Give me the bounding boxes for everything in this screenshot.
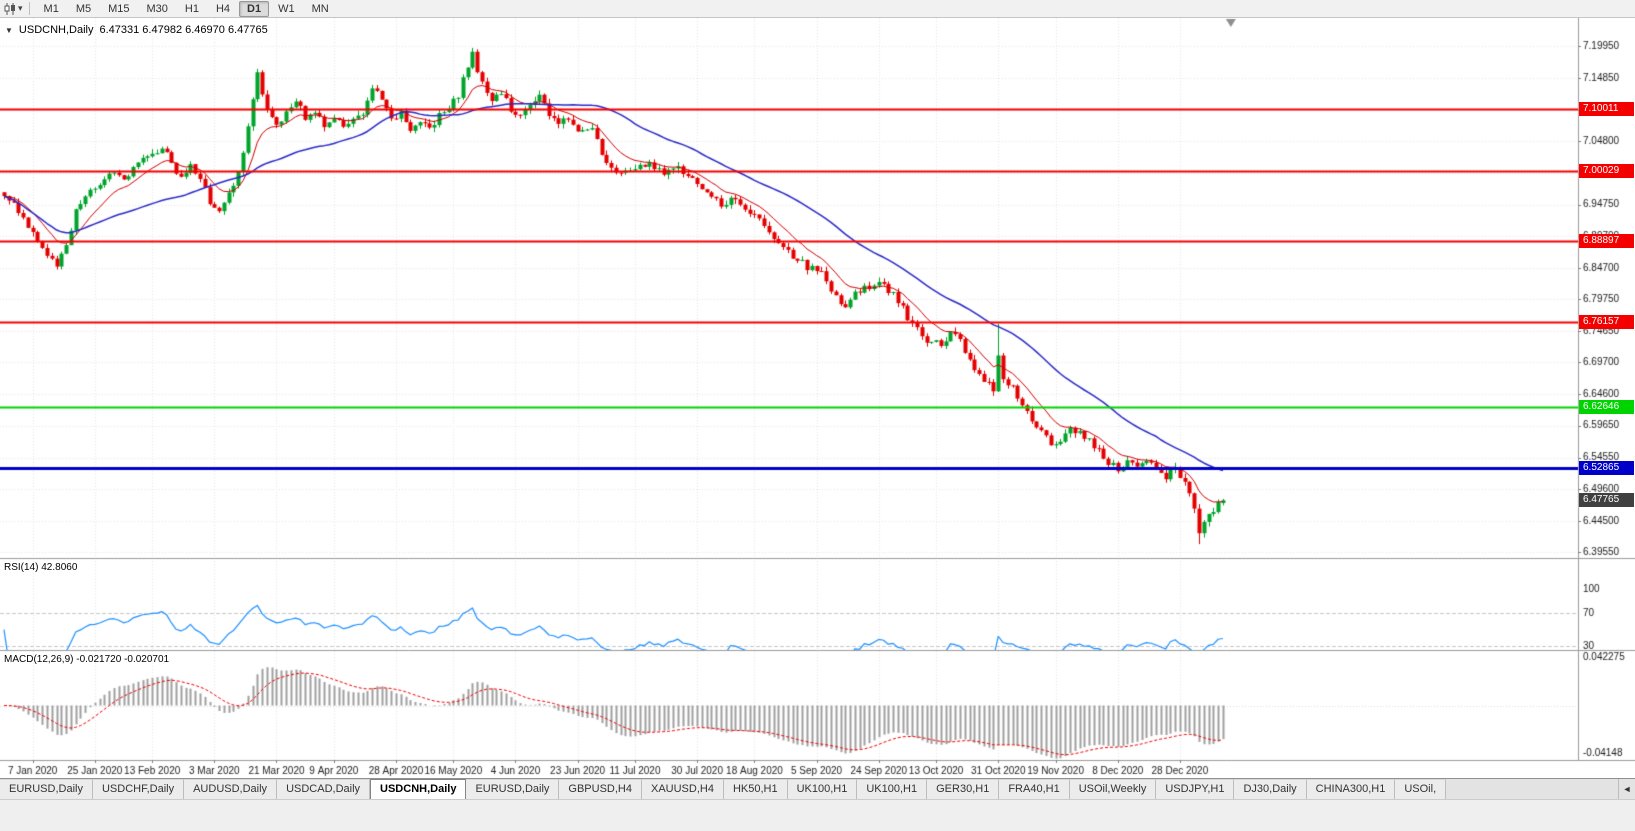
chart-tab-17[interactable]: USOil,: [1395, 779, 1447, 799]
timeframe-button-m30[interactable]: M30: [146, 2, 168, 15]
chart-title: ▼ USDCNH,Daily 6.47331 6.47982 6.46970 6…: [5, 24, 268, 36]
chart-region: ▼ USDCNH,Daily 6.47331 6.47982 6.46970 6…: [0, 18, 1635, 778]
chart-tab-14[interactable]: USDJPY,H1: [1156, 779, 1235, 799]
chart-tab-11[interactable]: GER30,H1: [927, 779, 1000, 799]
hline-price-tag[interactable]: 7.00029: [1579, 164, 1634, 178]
hline-price-tag[interactable]: 6.52865: [1579, 461, 1634, 475]
chart-tab-7[interactable]: XAUUSD,H4: [641, 779, 724, 799]
chart-type-dropdown-icon[interactable]: ▾: [18, 3, 23, 13]
chart-tab-16[interactable]: CHINA300,H1: [1306, 779, 1396, 799]
chart-tab-5[interactable]: EURUSD,Daily: [466, 779, 560, 799]
chart-tab-3[interactable]: USDCAD,Daily: [277, 779, 371, 799]
chart-type-candlestick-icon[interactable]: [4, 2, 17, 15]
timeframe-button-h4[interactable]: H4: [215, 2, 231, 15]
chart-symbol-period: USDCNH,Daily: [18, 24, 94, 36]
hline-price-tag[interactable]: 6.88897: [1579, 234, 1634, 248]
chart-tab-1[interactable]: USDCHF,Daily: [92, 779, 185, 799]
timeframe-button-m5[interactable]: M5: [75, 2, 92, 15]
chart-tab-bar: EURUSD,Daily USDCHF,Daily AUDUSD,Daily USDC…: [0, 778, 1635, 799]
toolbar-separator: [28, 2, 30, 15]
timeframe-toolbar: ▾ M1 M5 M15 M30 H1 H4 D1 W1 MN: [0, 0, 1635, 18]
timeframe-button-m1[interactable]: M1: [43, 2, 59, 15]
hline-price-tag[interactable]: 6.76157: [1579, 315, 1634, 329]
collapse-chart-icon[interactable]: ▼: [5, 25, 13, 35]
tab-scroll-left-icon[interactable]: ◄: [1618, 779, 1635, 799]
chart-tab-6[interactable]: GBPUSD,H4: [559, 779, 642, 799]
price-chart-canvas[interactable]: [0, 18, 1635, 778]
chart-tab-9[interactable]: UK100,H1: [787, 779, 858, 799]
chart-tabs: EURUSD,Daily USDCHF,Daily AUDUSD,Daily USDC…: [0, 779, 1447, 799]
timeframe-button-w1[interactable]: W1: [278, 2, 295, 15]
chart-tab-10[interactable]: UK100,H1: [857, 779, 928, 799]
macd-indicator-label: MACD(12,26,9) -0.021720 -0.020701: [4, 654, 170, 665]
timeframe-button-m15[interactable]: M15: [108, 2, 130, 15]
chart-tab-0[interactable]: EURUSD,Daily: [0, 779, 93, 799]
chart-tab-2[interactable]: AUDUSD,Daily: [184, 779, 278, 799]
chart-ohlc-values: 6.47331 6.47982 6.46970 6.47765: [99, 24, 268, 36]
chart-tab-4[interactable]: USDCNH,Daily: [370, 779, 467, 799]
timeframe-button-h1[interactable]: H1: [184, 2, 199, 15]
rsi-indicator-label: RSI(14) 42.8060: [4, 562, 78, 573]
chart-tab-13[interactable]: USOil,Weekly: [1069, 779, 1157, 799]
hline-price-tag[interactable]: 7.10011: [1579, 102, 1634, 116]
hline-price-tag[interactable]: 6.62646: [1579, 400, 1634, 414]
timeframe-button-mn[interactable]: MN: [311, 2, 329, 15]
chart-tab-8[interactable]: HK50,H1: [723, 779, 788, 799]
chart-tab-15[interactable]: DJ30,Daily: [1234, 779, 1307, 799]
window-footer: [0, 799, 1635, 831]
chart-tab-12[interactable]: FRA40,H1: [999, 779, 1070, 799]
current-price-tag: 6.47765: [1579, 493, 1634, 507]
timeframe-buttons: M1 M5 M15 M30 H1 H4 D1 W1 MN: [36, 0, 337, 17]
timeframe-button-d1[interactable]: D1: [239, 0, 270, 17]
